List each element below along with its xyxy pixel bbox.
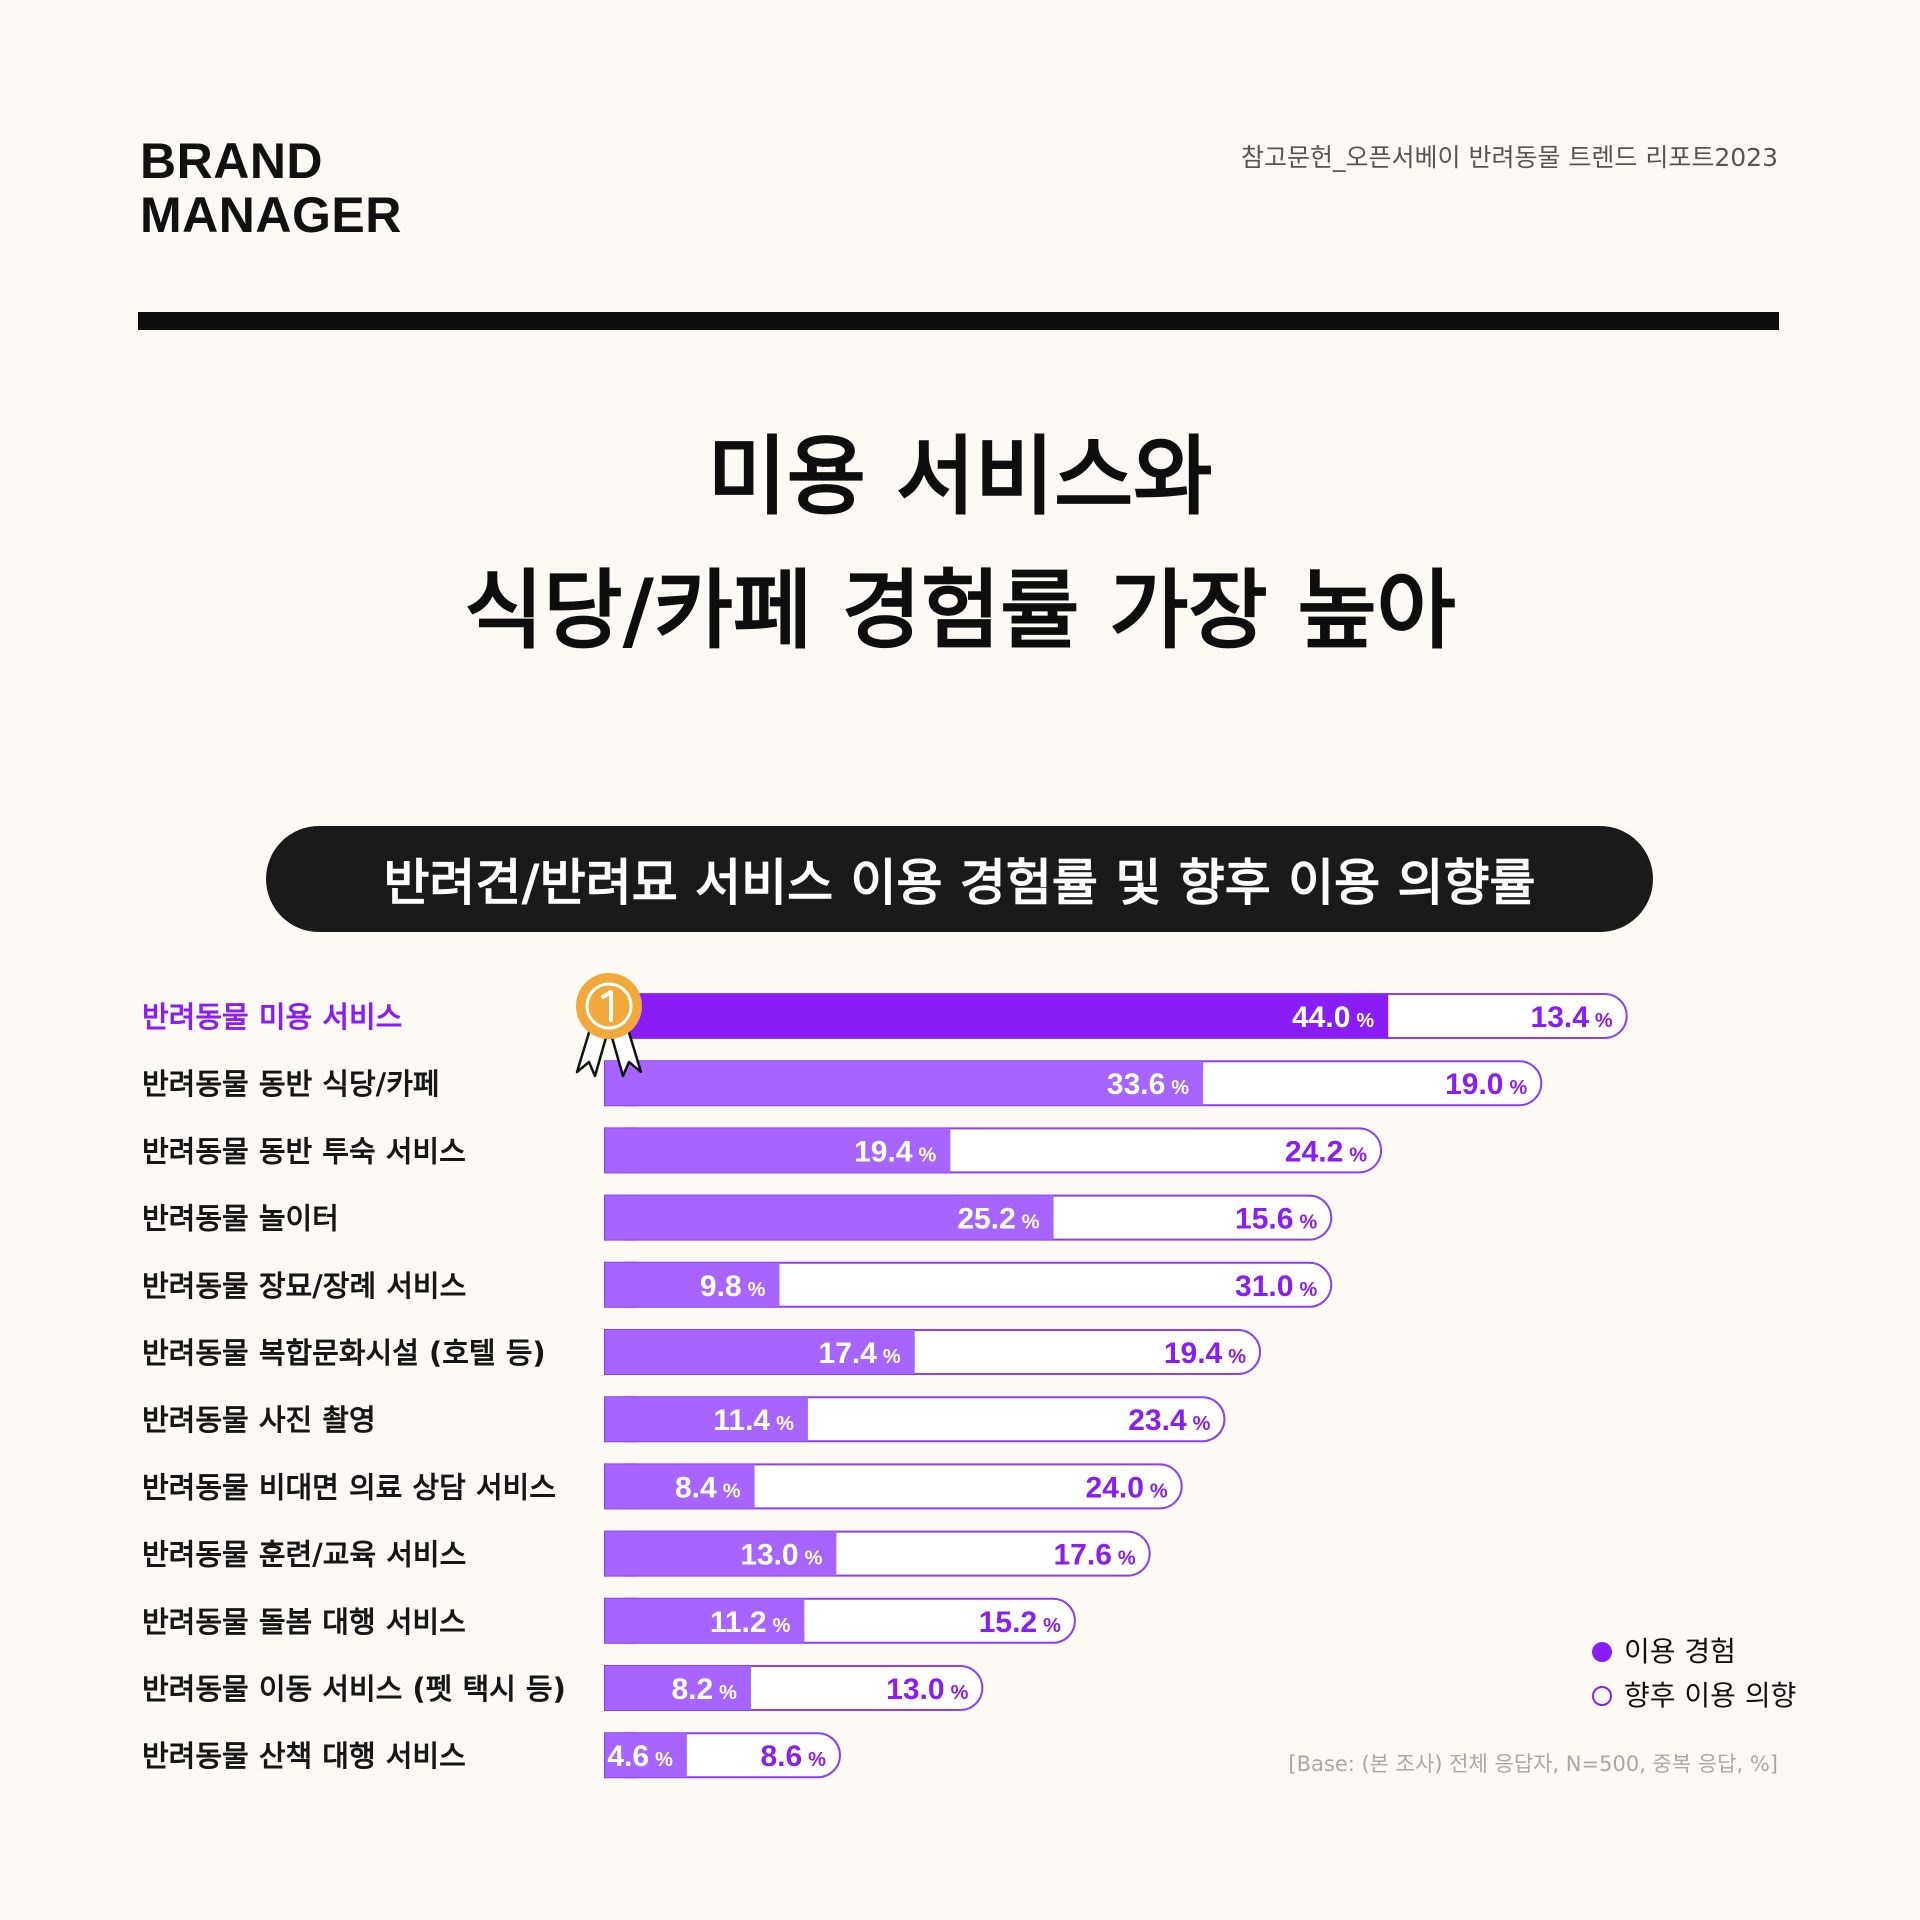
category-label: 반려동물 동반 식당/카페	[142, 1067, 440, 1101]
experience-value-label: 9.8%	[700, 1270, 766, 1303]
experience-value-label: 8.4%	[675, 1471, 741, 1504]
intention-value-label: 23.4%	[1128, 1404, 1210, 1437]
experience-value-label: 4.6%	[607, 1740, 673, 1773]
brand-line-2: MANAGER	[140, 187, 402, 243]
category-label: 반려동물 놀이터	[142, 1202, 339, 1236]
brand-logo: BRAND MANAGER	[140, 134, 402, 242]
intention-value-label: 13.0%	[886, 1673, 968, 1706]
brand-line-1: BRAND	[140, 133, 324, 189]
medal-numeral	[601, 990, 613, 1022]
category-label: 반려동물 비대면 의료 상담 서비스	[142, 1470, 556, 1504]
intention-value-label: 19.4%	[1164, 1337, 1246, 1370]
first-place-medal-icon	[575, 973, 643, 1078]
experience-bar	[605, 1531, 837, 1576]
experience-value-label: 25.2%	[957, 1203, 1039, 1236]
legend-filled-circle-icon	[1592, 1642, 1612, 1662]
experience-bar	[605, 1733, 687, 1778]
experience-value-label: 11.4%	[713, 1404, 794, 1437]
experience-value-label: 17.4%	[819, 1337, 901, 1370]
experience-bar	[605, 1598, 805, 1643]
category-label: 반려동물 훈련/교육 서비스	[142, 1538, 466, 1572]
experience-bar	[605, 1330, 915, 1374]
intention-value-label: 19.0%	[1445, 1068, 1527, 1101]
intention-value-label: 17.6%	[1053, 1539, 1135, 1572]
intention-value-label: 31.0%	[1235, 1270, 1317, 1303]
experience-value-label: 13.0%	[740, 1539, 822, 1572]
source-reference: 참고문헌_오픈서베이 반려동물 트렌드 리포트2023	[1241, 143, 1778, 172]
experience-value-label: 11.2%	[710, 1606, 791, 1639]
experience-bar	[605, 1464, 755, 1509]
category-label: 반려동물 장묘/장례 서비스	[142, 1269, 466, 1303]
headline-line-1: 미용 서비스와	[707, 427, 1213, 527]
experience-bar	[605, 1061, 1204, 1106]
experience-bar	[605, 1397, 808, 1442]
experience-value-label: 8.2%	[671, 1673, 737, 1706]
base-note: [Base: (본 조사) 전체 응답자, N=500, 중복 응답, %]	[1288, 1752, 1778, 1776]
chart-legend: 이용 경험 향후 이용 의향	[1592, 1630, 1796, 1718]
category-label: 반려동물 사진 촬영	[142, 1403, 376, 1437]
experience-bar	[605, 1262, 780, 1307]
chart-title: 반려견/반려묘 서비스 이용 경험률 및 향후 이용 의향률	[266, 826, 1653, 932]
intention-value-label: 13.4%	[1531, 1001, 1613, 1034]
experience-value-label: 19.4%	[854, 1135, 936, 1168]
experience-bar	[605, 1666, 751, 1710]
category-label: 반려동물 동반 투숙 서비스	[142, 1134, 466, 1168]
intention-value-label: 8.6%	[760, 1740, 826, 1773]
intention-value-label: 15.2%	[979, 1606, 1061, 1639]
headline-line-2: 식당/카페 경험률 가장 높아	[464, 561, 1456, 661]
category-label: 반려동물 미용 서비스	[142, 1000, 402, 1034]
legend-open-circle-icon	[1592, 1686, 1612, 1706]
legend-label-intention: 향후 이용 의향	[1624, 1679, 1797, 1712]
experience-value-label: 44.0%	[1292, 1001, 1374, 1034]
headline: 미용 서비스와 식당/카페 경험률 가장 높아	[0, 410, 1920, 678]
experience-bar	[605, 1195, 1054, 1240]
legend-item-experience: 이용 경험	[1592, 1630, 1796, 1674]
intention-value-label: 24.2%	[1285, 1135, 1367, 1168]
experience-bar	[605, 994, 1389, 1038]
category-label: 반려동물 이동 서비스 (펫 택시 등)	[142, 1672, 566, 1706]
legend-label-experience: 이용 경험	[1624, 1635, 1736, 1668]
medal-inner-ring	[585, 982, 633, 1030]
experience-bar	[605, 1128, 951, 1173]
header-divider	[138, 312, 1779, 330]
intention-value-label: 15.6%	[1235, 1203, 1317, 1236]
experience-value-label: 33.6%	[1107, 1068, 1189, 1101]
category-label: 반려동물 복합문화시설 (호텔 등)	[142, 1336, 546, 1370]
category-label: 반려동물 산책 대행 서비스	[142, 1739, 466, 1773]
category-label: 반려동물 돌봄 대행 서비스	[142, 1605, 466, 1639]
legend-item-intention: 향후 이용 의향	[1592, 1674, 1796, 1718]
intention-value-label: 24.0%	[1086, 1471, 1168, 1504]
